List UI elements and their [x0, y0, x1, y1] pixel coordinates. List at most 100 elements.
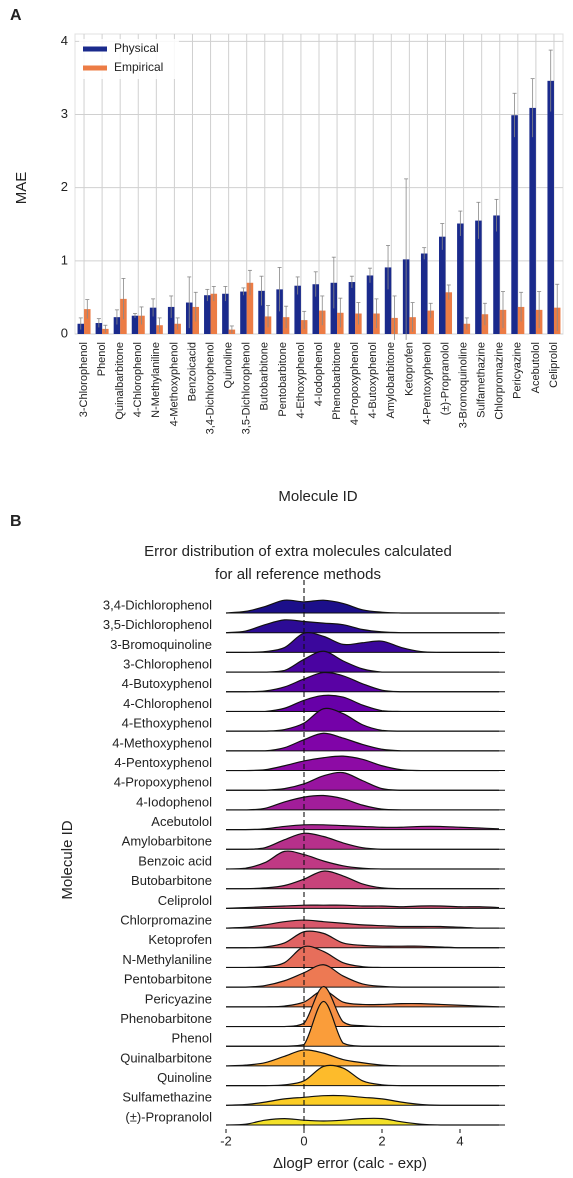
ridge-label: Quinalbarbitone [120, 1050, 212, 1065]
bar [547, 80, 554, 334]
ridge-area [226, 931, 499, 948]
bar [149, 307, 157, 334]
ridge-area [226, 651, 499, 673]
ridge-area [226, 871, 499, 889]
ridge-label: (±)-Propranolol [125, 1109, 212, 1124]
ridge-label: 4-Methoxyphenol [112, 735, 212, 750]
ridge-area [226, 619, 499, 633]
ridge-label: N-Methylaniline [122, 952, 212, 967]
ridge-label: 3-Chlorophenol [123, 657, 212, 672]
bar [204, 295, 211, 334]
x-tick-label: Sulfamethazine [476, 342, 488, 418]
bar [294, 285, 301, 334]
x-tick-label: Ketoprofen [403, 342, 415, 396]
bar [366, 275, 374, 334]
ridge-label: 4-Pentoxyphenol [114, 755, 212, 770]
ridge-area [226, 600, 499, 613]
ridge-area [226, 672, 499, 692]
ridge-label: Pentobarbitone [124, 972, 212, 987]
bar [138, 315, 145, 334]
chart-title: Error distribution of extra molecules ca… [144, 543, 452, 560]
y-tick-label: 3 [61, 106, 68, 121]
ridge-outline [225, 919, 499, 929]
ridge-area [226, 1118, 499, 1125]
y-axis-label: MAE [13, 172, 30, 205]
x-tick-label: 4-Butoxyphenol [367, 342, 379, 418]
ridge-area [226, 1095, 499, 1106]
bar [258, 290, 265, 334]
x-tick-label: 4-Methoxyphenol [168, 342, 180, 426]
bar [84, 309, 91, 334]
bar [439, 236, 446, 334]
ridge-label: Phenol [172, 1031, 213, 1046]
x-tick-label: 2 [378, 1133, 385, 1148]
y-tick-label: 2 [61, 179, 68, 194]
x-tick-label: -2 [220, 1133, 232, 1148]
ridge-area [226, 964, 499, 988]
bar [511, 115, 518, 334]
bar [246, 282, 254, 334]
ridge-area [226, 772, 499, 791]
x-tick-label: Pentobarbitone [277, 342, 289, 417]
panel-label: A [10, 7, 22, 24]
y-tick-label: 4 [61, 33, 68, 48]
x-tick-label: 4-Pentoxyphenol [421, 342, 433, 425]
bar [276, 289, 283, 334]
x-tick-label: Benzoicacid [186, 342, 198, 401]
ridge-area [226, 920, 499, 929]
bar [445, 292, 453, 334]
legend-label: Physical [114, 41, 159, 55]
ridge-label: Benzoic acid [138, 853, 212, 868]
bar [529, 107, 536, 334]
x-tick-label: 0 [300, 1133, 307, 1148]
ridge-label: 4-Propoxyphenol [114, 775, 212, 790]
x-tick-label: 3-Bromoquinoline [457, 342, 469, 428]
ridge-area [226, 756, 499, 771]
chart-title: for all reference methods [215, 566, 381, 583]
bar [427, 310, 434, 334]
bar [131, 315, 139, 334]
x-tick-label: Butobarbitone [259, 342, 271, 411]
ridge-area [226, 851, 499, 869]
ridge-label: Chlorpromazine [120, 913, 212, 928]
ridge-label: Pericyazine [145, 991, 212, 1006]
x-tick-label: Acebutolol [530, 342, 542, 393]
ridge-label: 3-Bromoquinoline [110, 637, 212, 652]
x-tick-label: 3-Chlorophenol [78, 342, 90, 417]
bar [348, 282, 356, 334]
ridge-label: Sulfamethazine [122, 1090, 212, 1105]
bar [475, 220, 482, 334]
x-tick-label: 3,4-Dichlorophenol [204, 342, 216, 434]
ridge-label: 3,5-Dichlorophenol [103, 617, 212, 632]
ridge-label: 4-Chlorophenol [123, 696, 212, 711]
bar [312, 284, 319, 334]
x-tick-label: Quinoline [223, 342, 235, 388]
bar [384, 267, 392, 334]
x-tick-label: 4 [456, 1133, 463, 1148]
bar [240, 291, 247, 334]
ridge-area [226, 833, 499, 850]
ridge-area [226, 733, 499, 751]
bar [420, 253, 428, 334]
x-tick-label: Amylobarbitone [385, 342, 397, 418]
x-tick-label: 3,5-Dichlorophenol [241, 342, 253, 434]
x-tick-label: (±)-Propranolol [439, 342, 451, 415]
ridge-label: 4-Iodophenol [136, 794, 212, 809]
x-tick-label: 4-Propoxyphenol [349, 342, 361, 425]
ridge-label: Celiprolol [158, 893, 212, 908]
bar [222, 293, 229, 334]
ridge-label: 3,4-Dichlorophenol [103, 597, 212, 612]
ridge-outline [225, 904, 500, 909]
x-tick-label: Phenol [96, 342, 108, 376]
ridge-area [226, 1065, 499, 1086]
y-tick-label: 0 [61, 325, 68, 340]
ridge-area [226, 1049, 499, 1066]
legend-label: Empirical [114, 60, 163, 74]
x-tick-label: 4-Ethoxyphenol [295, 342, 307, 418]
ridge-area [226, 795, 499, 810]
x-tick-label: 4-Chlorophenol [132, 342, 144, 417]
ridge-area [226, 632, 499, 653]
x-tick-label: Celiprolol [548, 342, 560, 388]
